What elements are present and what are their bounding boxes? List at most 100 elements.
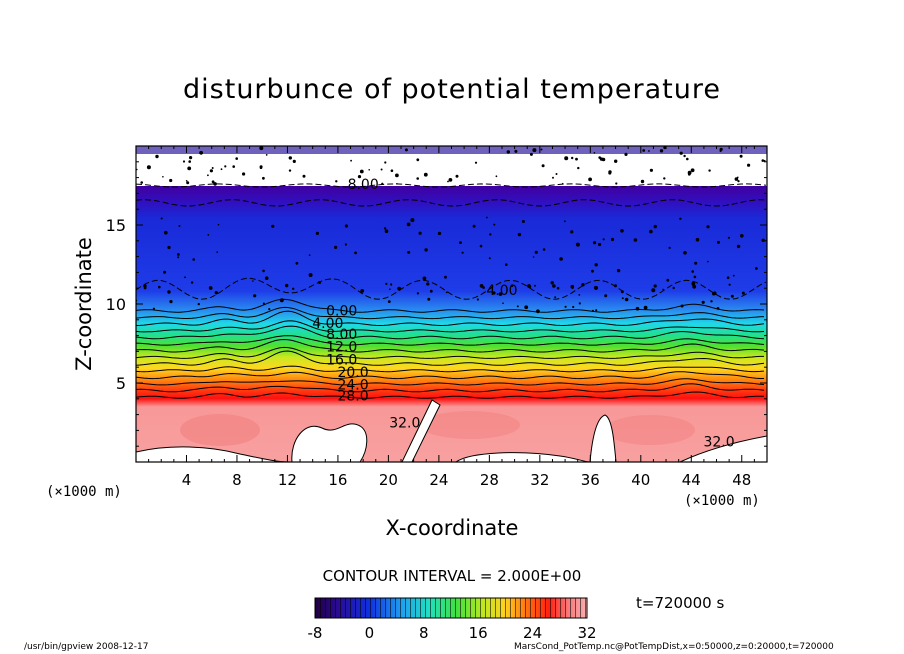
speckle (447, 180, 449, 183)
speckle (418, 231, 422, 235)
speckle (679, 151, 683, 155)
speckle (189, 156, 193, 160)
speckle (390, 169, 394, 172)
x-tick-label: 36 (581, 471, 600, 489)
contour-label: 28.0 (337, 389, 368, 405)
speckle (514, 149, 518, 153)
speckle (640, 179, 645, 184)
speckle (387, 300, 391, 303)
contour-line-dashed (136, 183, 767, 188)
x-tick-label: 12 (278, 471, 297, 489)
speckle (755, 267, 758, 270)
speckle (143, 286, 147, 290)
speckle (344, 243, 347, 246)
speckle (663, 146, 667, 150)
speckle (745, 147, 748, 149)
speckle (368, 169, 371, 171)
speckle (308, 254, 311, 256)
speckle (686, 157, 689, 161)
speckle (643, 305, 648, 310)
speckle (564, 220, 566, 223)
x-tick: 8 (232, 146, 242, 489)
speckle (540, 148, 543, 151)
speckle (701, 300, 705, 304)
speckle (188, 160, 191, 163)
speckle (719, 149, 722, 152)
speckle (472, 224, 476, 228)
colorbar-tick-label: 0 (365, 624, 375, 642)
contour-line (136, 335, 765, 346)
speckle (265, 154, 268, 156)
x-tick-label: 8 (232, 471, 242, 489)
speckle (492, 291, 496, 295)
speckle (404, 148, 408, 152)
speckle (437, 231, 442, 236)
speckle (620, 229, 624, 233)
speckle (186, 181, 190, 185)
speckle (214, 291, 218, 295)
speckle (199, 150, 204, 155)
speckle (207, 234, 210, 236)
speckle (397, 286, 402, 291)
speckle (461, 251, 464, 254)
contour-line (136, 378, 765, 386)
contour-line (136, 350, 765, 366)
speckle (649, 229, 653, 234)
speckle (552, 176, 554, 179)
x-tick: 16 (328, 146, 347, 489)
speckle (648, 150, 650, 152)
speckle (541, 164, 545, 168)
speckle (642, 149, 646, 152)
speckle (732, 274, 735, 277)
speckle (357, 175, 362, 179)
x-tick: 4 (182, 146, 191, 489)
contour-label: 24.0 (337, 378, 368, 394)
y-tick-label: 5 (116, 374, 126, 393)
speckle (521, 220, 525, 223)
speckle (635, 306, 640, 311)
speckle (616, 268, 621, 273)
x-axis-label: X-coordinate (385, 516, 519, 540)
speckle (552, 284, 556, 288)
speckle (707, 260, 709, 263)
speckle (591, 269, 594, 273)
speckle (680, 304, 684, 308)
speckle (662, 288, 664, 291)
speckle (416, 292, 419, 295)
speckle (493, 223, 496, 226)
x-tick-label: 16 (328, 471, 347, 489)
speckle (542, 248, 546, 251)
contour-line (136, 346, 764, 359)
x-tick-label: 44 (682, 471, 701, 489)
x-tick-label: 40 (631, 471, 650, 489)
contour-line (136, 391, 764, 399)
speckle (495, 175, 498, 178)
speckle (594, 263, 598, 267)
speckle (559, 257, 563, 261)
time-label: t=720000 s (636, 594, 725, 612)
speckle (217, 223, 220, 226)
speckle (416, 158, 420, 162)
x-tick-label: 32 (530, 471, 549, 489)
speckle (163, 270, 167, 274)
speckle (164, 230, 168, 235)
speckle (517, 232, 522, 237)
speckle (620, 290, 624, 294)
speckle (578, 294, 581, 296)
x-tick: 36 (581, 146, 600, 489)
footer-left: /usr/bin/gpview 2008-12-17 (24, 642, 149, 652)
speckle (706, 225, 710, 229)
speckle (253, 294, 257, 298)
contour-label: 4.00 (312, 316, 343, 332)
speckle (262, 269, 265, 273)
x-tick: 48 (732, 146, 751, 489)
speckle (318, 281, 322, 284)
speckle (190, 281, 194, 284)
speckle (334, 245, 338, 249)
speckle (146, 165, 151, 170)
speckle (285, 283, 289, 288)
speckle (591, 309, 594, 312)
speckle (384, 229, 389, 233)
speckle (271, 224, 275, 228)
speckle (602, 238, 605, 241)
